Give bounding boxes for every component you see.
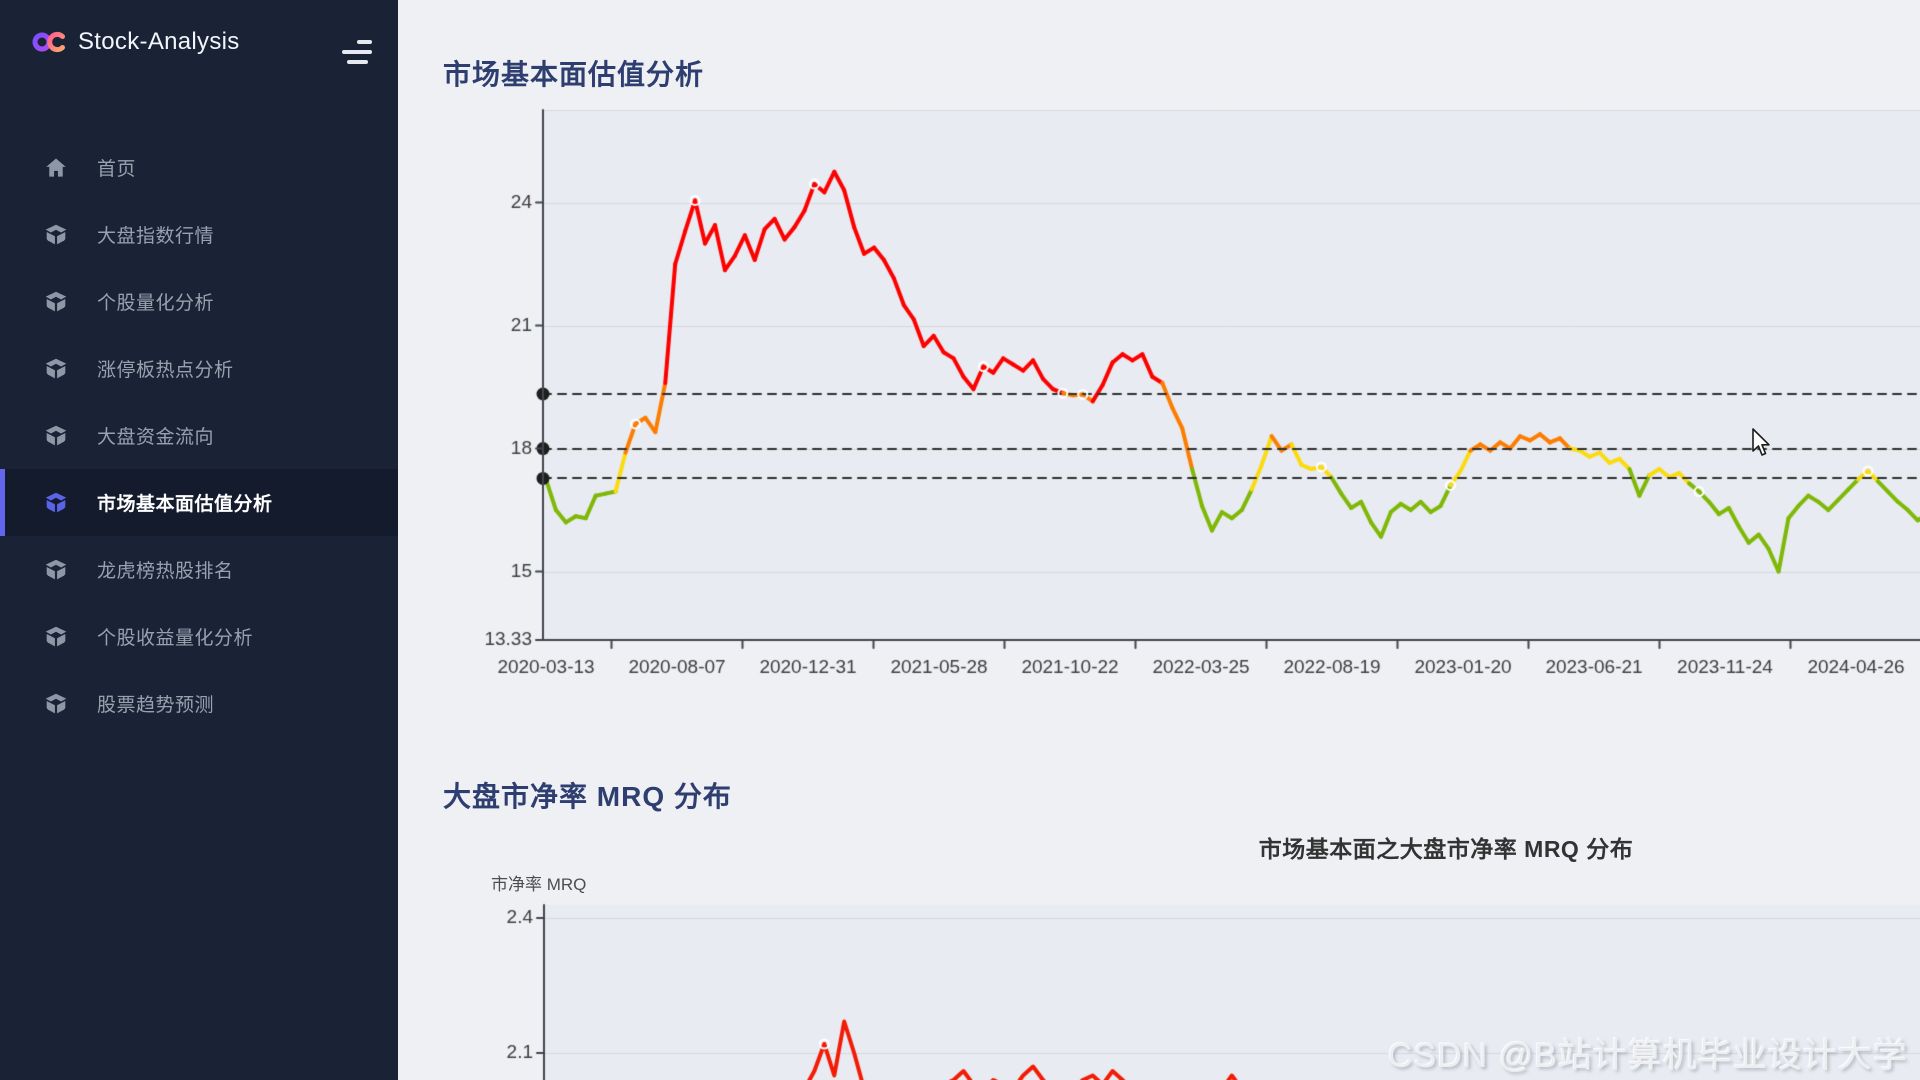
- sidebar-item-label: 首页: [97, 159, 137, 180]
- app-logo: Stock-Analysis: [32, 28, 240, 56]
- sidebar-item-3[interactable]: 涨停板热点分析: [0, 335, 398, 402]
- app-title: Stock-Analysis: [78, 28, 240, 55]
- sidebar-item-label: 大盘资金流向: [97, 427, 215, 448]
- sidebar-item-label: 个股量化分析: [97, 293, 215, 314]
- sidebar-collapse-button[interactable]: [342, 40, 372, 66]
- box-icon: [43, 557, 69, 583]
- pb-ratio-line-chart[interactable]: [398, 860, 1920, 1080]
- box-icon: [43, 222, 69, 248]
- pb-chart-title: 市场基本面之大盘市净率 MRQ 分布: [1258, 836, 1634, 862]
- mouse-cursor-icon: [1752, 428, 1774, 460]
- box-icon: [43, 624, 69, 650]
- sidebar-item-label: 个股收益量化分析: [97, 628, 254, 649]
- sidebar-item-5-active[interactable]: 市场基本面估值分析: [0, 469, 398, 536]
- sidebar-item-label: 大盘指数行情: [97, 226, 215, 247]
- box-icon: [43, 490, 69, 516]
- sidebar: Stock-Analysis 首页大盘指数行情 个股量化分析 涨停板热点分析 大盘资金…: [0, 0, 398, 1080]
- sidebar-item-0[interactable]: 首页: [0, 134, 398, 201]
- sidebar-item-label: 股票趋势预测: [97, 695, 215, 716]
- sidebar-item-6[interactable]: 龙虎榜热股排名: [0, 536, 398, 603]
- sidebar-item-label: 涨停板热点分析: [97, 360, 234, 381]
- logo-icon: [32, 30, 68, 54]
- box-icon: [43, 356, 69, 382]
- sidebar-item-label: 龙虎榜热股排名: [97, 561, 234, 582]
- home-icon: [43, 155, 69, 181]
- sidebar-nav: 首页大盘指数行情 个股量化分析 涨停板热点分析 大盘资金流向市场基本面估值分析 龙虎榜热…: [0, 134, 398, 737]
- sidebar-item-2[interactable]: 个股量化分析: [0, 268, 398, 335]
- sidebar-item-8[interactable]: 股票趋势预测: [0, 670, 398, 737]
- watermark: CSDN @B站计算机毕业设计大学: [1388, 1037, 1908, 1075]
- sidebar-item-label: 市场基本面估值分析: [97, 494, 273, 515]
- box-icon: [43, 691, 69, 717]
- valuation-line-chart[interactable]: [398, 80, 1920, 680]
- sidebar-item-7[interactable]: 个股收益量化分析: [0, 603, 398, 670]
- box-icon: [43, 423, 69, 449]
- sidebar-item-4[interactable]: 大盘资金流向: [0, 402, 398, 469]
- sidebar-item-1[interactable]: 大盘指数行情: [0, 201, 398, 268]
- section-title-pb-distribution: 大盘市净率 MRQ 分布: [443, 781, 732, 813]
- box-icon: [43, 289, 69, 315]
